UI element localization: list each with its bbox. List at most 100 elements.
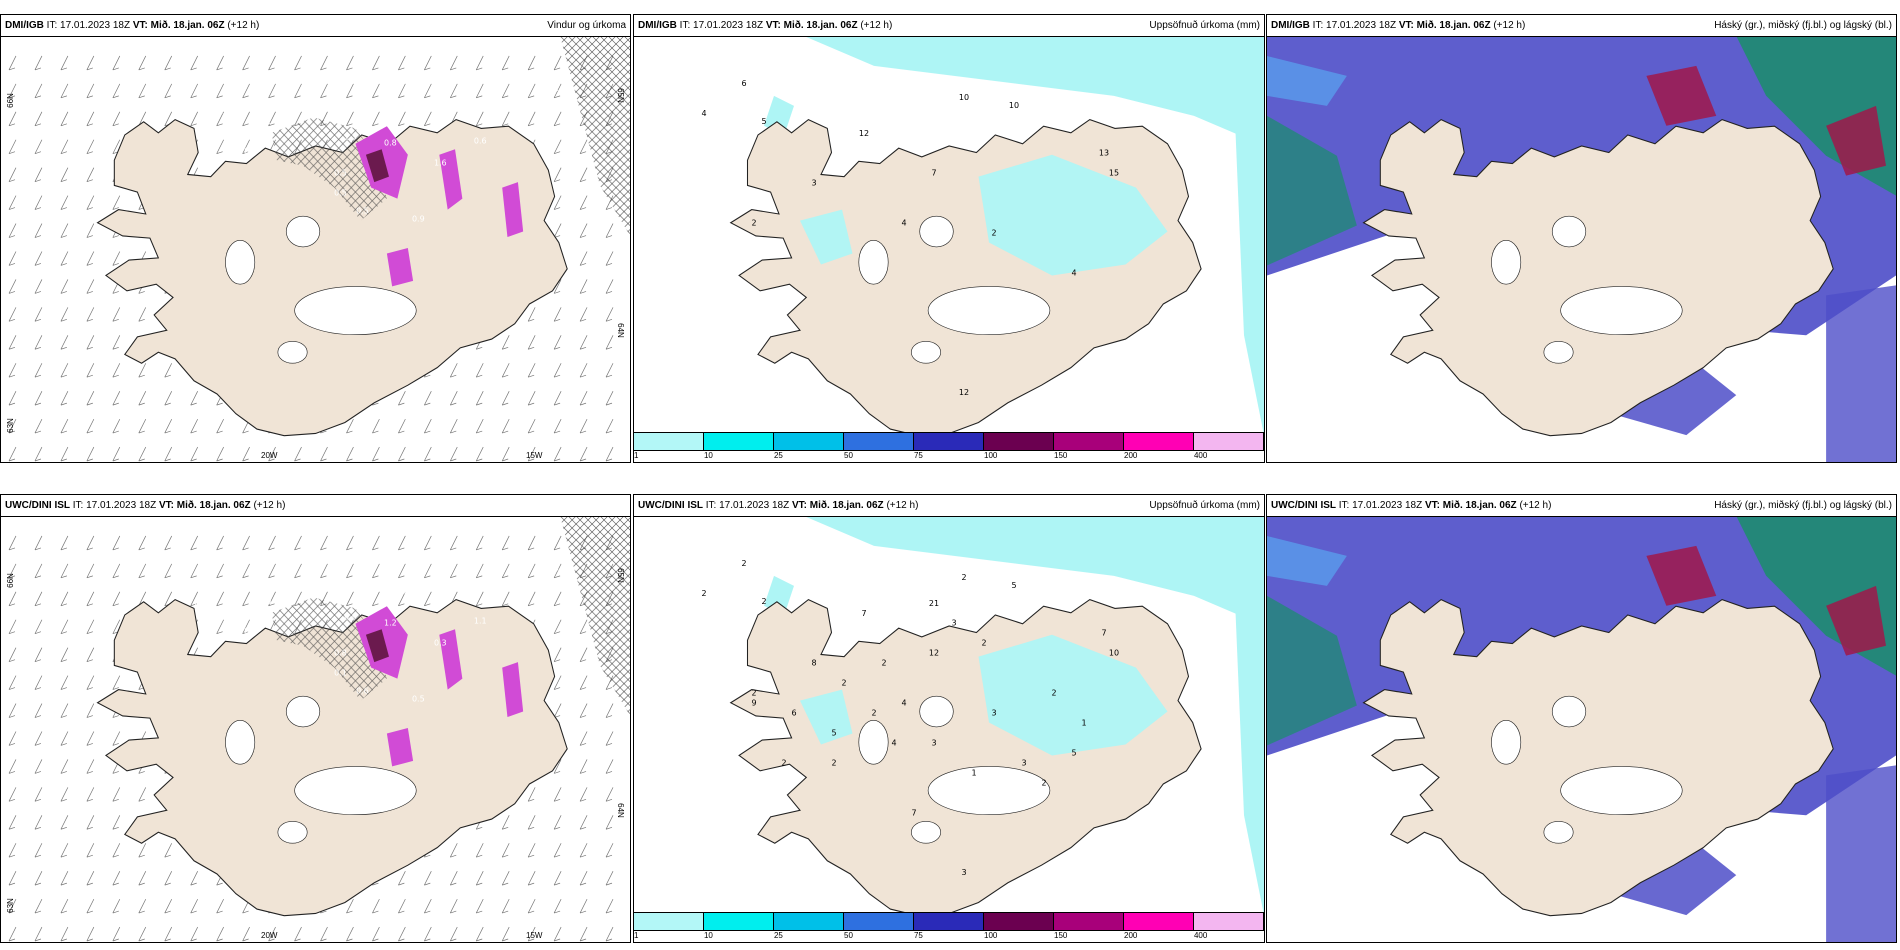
value-label: 0.4 (99, 89, 112, 98)
colorbar-swatch (984, 433, 1054, 450)
value-label: 5 (831, 728, 836, 737)
value-label: 1.1 (474, 617, 487, 626)
value-label: 0.5 (334, 169, 347, 178)
valid-time-label: VT: (1424, 500, 1440, 511)
value-label: 4 (1071, 268, 1076, 277)
value-label: 0.5 (334, 189, 347, 198)
lead-time: (+12 h) (1493, 20, 1526, 31)
colorbar-tick: 100 (984, 451, 998, 460)
value-label: 2 (751, 689, 756, 698)
value-label: 2 (1051, 689, 1056, 698)
colorbar-tick: 100 (984, 931, 998, 940)
init-time: IT: 17.01.2023 18Z (679, 20, 764, 31)
colorbar-tick: 75 (913, 451, 923, 460)
colorbar-swatch (774, 913, 844, 930)
value-label: 15 (1109, 169, 1119, 178)
valid-time: Mið. 18.jan. 06Z (1416, 20, 1491, 31)
colorbar-tick: 150 (1054, 931, 1068, 940)
colorbar-tick: 75 (913, 931, 923, 940)
value-label: 1.1 (218, 107, 231, 116)
value-label: 0.9 (412, 215, 425, 224)
panel-title: Háský (gr.), miðský (fj.bl.) og lágský (… (1714, 20, 1892, 31)
value-label: 2 (881, 659, 886, 668)
accum-precip-panel-dmi: DMI/IGB IT: 17.01.2023 18Z VT: Mið. 18.j… (633, 14, 1265, 463)
valid-time-label: VT: (1398, 20, 1414, 31)
value-label: 1 (971, 768, 976, 777)
latitude-label: 66N (5, 93, 15, 108)
colorbar-tick: 400 (1193, 451, 1208, 460)
colorbar-tick: 50 (844, 451, 853, 460)
colorbar-tick: 25 (773, 931, 783, 940)
longitude-label: 20W (261, 931, 278, 940)
panel-title: Háský (gr.), miðský (fj.bl.) og lágský (… (1714, 500, 1892, 511)
colorbar-swatch (844, 433, 914, 450)
value-label: 10 (1109, 649, 1119, 658)
value-label: 4 (901, 699, 906, 708)
init-time: IT: 17.01.2023 18Z (72, 500, 157, 511)
longitude-label: 15W (526, 931, 543, 940)
wind-precip-panel-dmi: DMI/IGB IT: 17.01.2023 18Z VT: Mið. 18.j… (0, 14, 631, 463)
value-label: 2 (751, 219, 756, 228)
value-label: 6 (741, 79, 746, 88)
colorbar-tick: 200 (1124, 451, 1138, 460)
panel-header: DMI/IGB IT: 17.01.2023 18Z VT: Mið. 18.j… (1267, 15, 1896, 37)
latitude-label: 66N (5, 573, 15, 588)
value-label: 1 (1081, 719, 1086, 728)
valid-time-label: VT: (132, 20, 148, 31)
value-label: 1.6 (434, 159, 447, 168)
colorbar-tick: 10 (703, 931, 713, 940)
value-label: 1.8 (554, 84, 567, 93)
value-label: 4 (701, 109, 706, 118)
latitude-label: 65N (615, 88, 625, 103)
colorbar-tick: 50 (844, 931, 853, 940)
precip-colorbar: 1 10 25 50 75 100 150 200 400 (634, 432, 1264, 462)
colorbar-swatch (984, 913, 1054, 930)
longitude-label: 20W (261, 451, 278, 460)
colorbar-swatch (634, 433, 704, 450)
value-label: 3 (961, 868, 966, 877)
value-label: 0.4 (244, 627, 257, 636)
panel-title: Uppsöfnuð úrkoma (mm) (1149, 500, 1260, 511)
colorbar-swatch (1194, 433, 1264, 450)
lead-time: (+12 h) (1519, 500, 1552, 511)
colorbar-swatch (844, 913, 914, 930)
colorbar-swatches (634, 432, 1264, 451)
value-label: 8 (811, 659, 816, 668)
value-label: 0.1 (176, 109, 189, 118)
value-label: 3.0 (218, 587, 231, 596)
value-label: 5 (1011, 581, 1016, 590)
colorbar-tick: 25 (773, 451, 783, 460)
value-label: 0.6 (356, 687, 369, 696)
valid-time: Mið. 18.jan. 06Z (150, 20, 225, 31)
value-label: 9 (751, 699, 756, 708)
colorbar-swatch (1124, 913, 1194, 930)
colorbar-tick: 150 (1054, 451, 1068, 460)
value-label: 2 (701, 589, 706, 598)
colorbar-tick: 400 (1193, 931, 1208, 940)
panel-title: Uppsöfnuð úrkoma (mm) (1149, 20, 1260, 31)
colorbar-swatch (704, 433, 774, 450)
value-label: 0.5 (412, 695, 425, 704)
map-area: 1.8 0.4 1.3 0.1 1.1 1.2 1.3 0.8 1.6 0.5 0.9 0.5 0.5 0… (1, 36, 630, 462)
value-label: 3 (951, 619, 956, 628)
model-source: UWC/DINI ISL (5, 500, 70, 511)
lead-time: (+12 h) (886, 500, 919, 511)
value-label: 2 (831, 758, 836, 767)
value-label: 0.5 (356, 207, 369, 216)
map-area: 2 2 2 2 5 7 12 8 7 10 9 5 3 4 3 2 3 3 2 5 6 2 1 21 3 2 2 2 4 2 1 2 2 7 1 10… (634, 516, 1264, 942)
value-label: 0.4 (99, 569, 112, 578)
colorbar-tick: 1 (634, 451, 639, 460)
value-label: 7 (861, 609, 866, 618)
colorbar-swatch (1054, 913, 1124, 930)
lead-time: (+12 h) (860, 20, 893, 31)
value-label: 13 (1099, 149, 1109, 158)
map-area: 0.4 0.4 0.3 2.3 3.0 0.8 0.9 1.2 0.3 0.8 0.5 0.6 0.1 0… (1, 516, 630, 942)
value-label: 0.3 (256, 571, 269, 580)
panel-title: Vindur og úrkoma (547, 20, 626, 31)
precip-colorbar: 1 10 25 50 75 100 150 200 400 (634, 912, 1264, 942)
value-label: 2 (741, 559, 746, 568)
valid-time: Mið. 18.jan. 06Z (176, 500, 251, 511)
accum-precip-panel-uwc: UWC/DINI ISL IT: 17.01.2023 18Z VT: Mið.… (633, 494, 1265, 943)
